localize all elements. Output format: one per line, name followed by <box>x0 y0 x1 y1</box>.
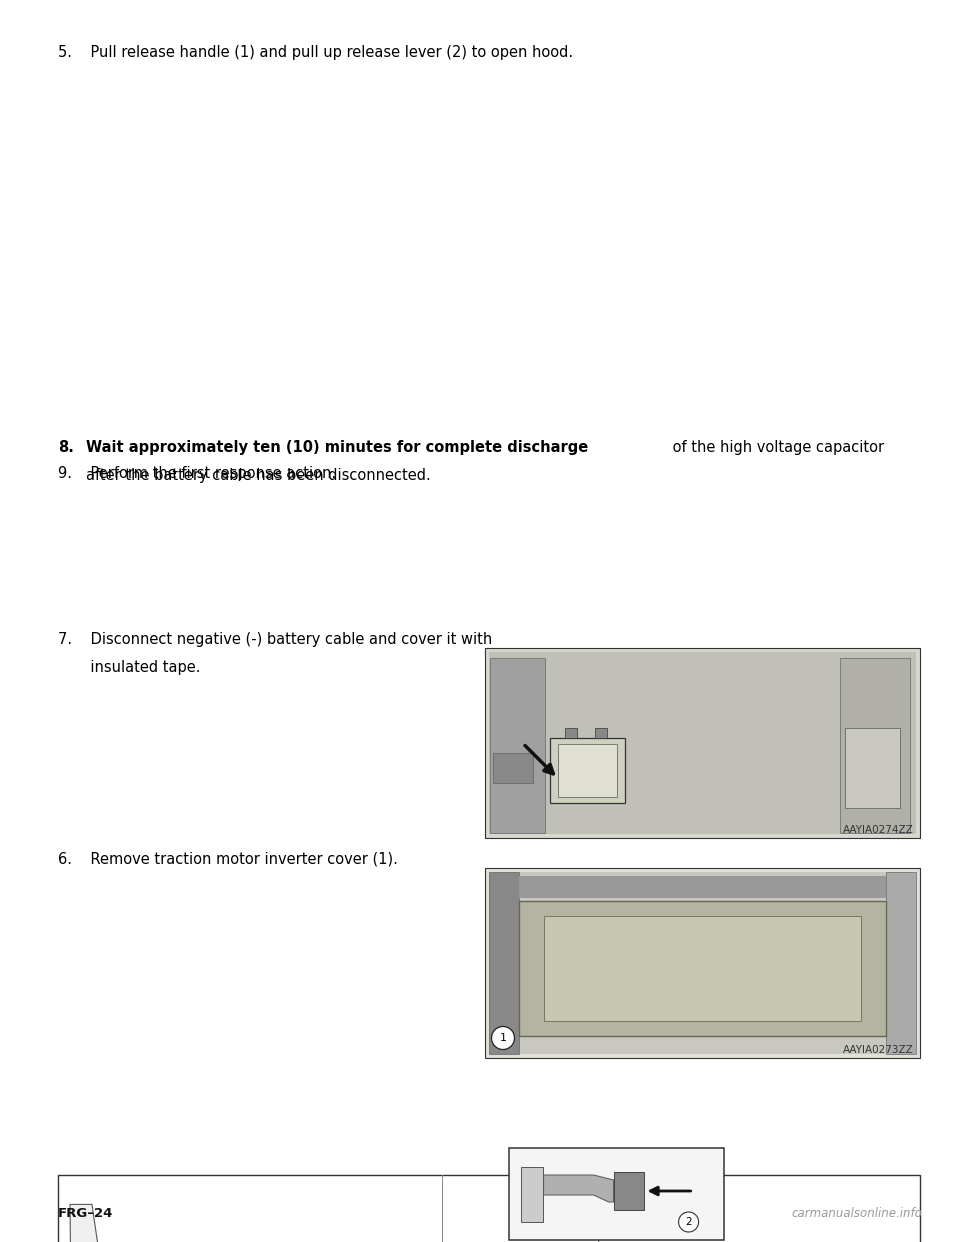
Bar <box>520 1167 542 1222</box>
Bar <box>58 1175 920 1242</box>
Bar <box>613 1172 643 1210</box>
Text: after the battery cable has been disconnected.: after the battery cable has been disconn… <box>86 468 431 483</box>
Polygon shape <box>70 1205 100 1242</box>
Text: FRG–24: FRG–24 <box>58 1207 113 1220</box>
Bar <box>485 648 920 838</box>
Bar <box>490 658 545 833</box>
Bar <box>558 744 617 797</box>
Text: 1: 1 <box>499 1033 507 1043</box>
Text: insulated tape.: insulated tape. <box>58 660 201 674</box>
Text: AAYIA0273ZZ: AAYIA0273ZZ <box>843 1045 914 1054</box>
Bar <box>489 872 519 1054</box>
Bar <box>489 872 916 1054</box>
Bar <box>886 872 916 1054</box>
Polygon shape <box>543 1175 613 1202</box>
Bar <box>595 728 607 738</box>
Text: of the high voltage capacitor: of the high voltage capacitor <box>668 440 884 455</box>
Text: 6.    Remove traction motor inverter cover (1).: 6. Remove traction motor inverter cover … <box>58 852 397 867</box>
Bar <box>544 917 861 1021</box>
Bar <box>519 900 886 1036</box>
Bar <box>519 876 886 898</box>
Bar <box>550 738 625 804</box>
Circle shape <box>492 1026 515 1049</box>
Bar <box>489 652 916 833</box>
Bar <box>493 753 533 782</box>
Text: 8.: 8. <box>58 440 74 455</box>
Bar <box>509 1148 724 1240</box>
Text: 7.    Disconnect negative (-) battery cable and cover it with: 7. Disconnect negative (-) battery cable… <box>58 632 492 647</box>
Text: 2: 2 <box>685 1217 692 1227</box>
Bar <box>845 728 900 809</box>
Bar <box>565 728 577 738</box>
Bar <box>840 658 910 833</box>
Circle shape <box>679 1212 699 1232</box>
Text: 5.    Pull release handle (1) and pull up release lever (2) to open hood.: 5. Pull release handle (1) and pull up r… <box>58 45 573 60</box>
Text: Wait approximately ten (10) minutes for complete discharge: Wait approximately ten (10) minutes for … <box>86 440 588 455</box>
Text: AAYIA0274ZZ: AAYIA0274ZZ <box>843 825 914 835</box>
Text: carmanualsonline.info: carmanualsonline.info <box>791 1207 922 1220</box>
Bar <box>485 868 920 1058</box>
Text: 9.    Perform the first response action.: 9. Perform the first response action. <box>58 466 336 481</box>
